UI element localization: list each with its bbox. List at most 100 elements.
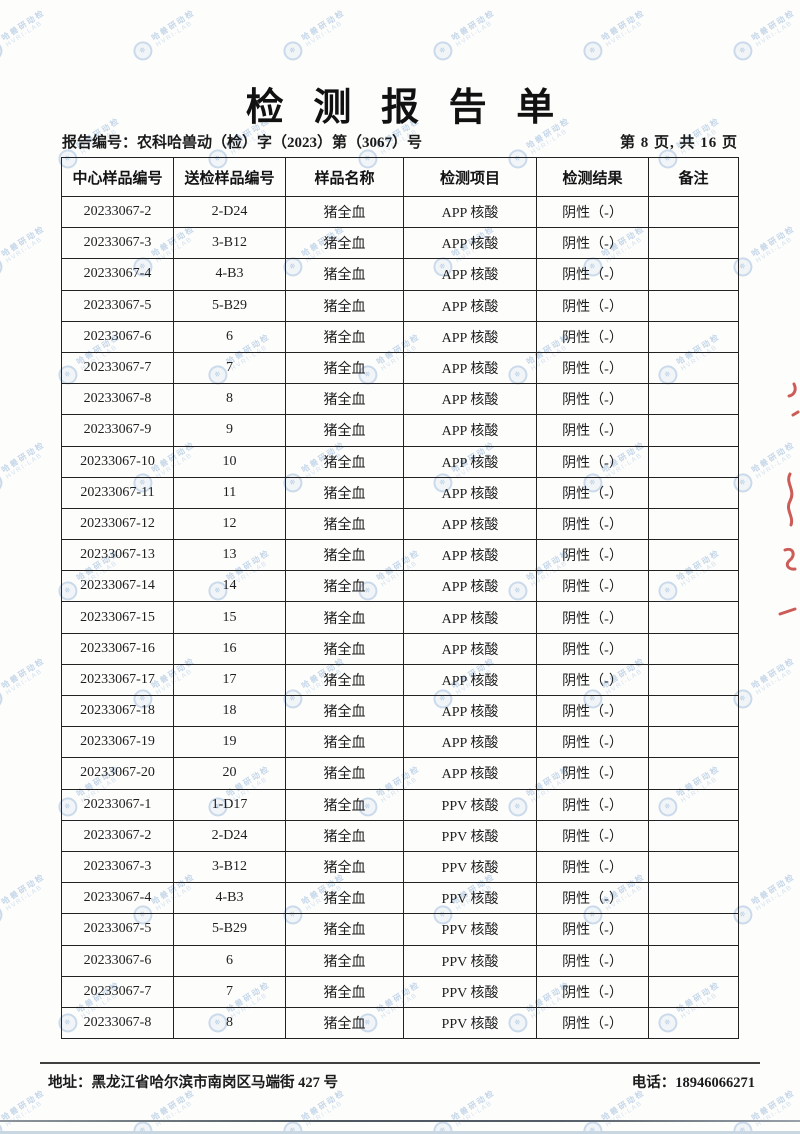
- table-cell: APP 核酸: [403, 726, 537, 759]
- table-cell: 20233067-7: [61, 975, 174, 1008]
- table-cell: 猪全血: [285, 507, 404, 541]
- footer-phone: 电话：18946066271: [631, 1075, 755, 1091]
- table-cell: 19: [173, 726, 286, 759]
- table-row: 20233067-9 9 猪全血 APP 核酸 阴性（-）: [61, 414, 739, 447]
- table-cell: PPV 核酸: [403, 975, 537, 1008]
- table-cell: 5-B29: [173, 289, 286, 322]
- table-cell: 20233067-2: [61, 819, 174, 852]
- table-cell: APP 核酸: [403, 351, 537, 385]
- table-header-row: 中心样品编号 送检样品编号 样品名称 检测项目 检测结果 备注: [61, 157, 739, 197]
- table-cell: 猪全血: [285, 819, 404, 852]
- table-cell: 10: [173, 445, 286, 478]
- table-cell: 20: [173, 757, 286, 790]
- table-cell: 11: [173, 476, 286, 509]
- footer-address: 地址：黑龙江省哈尔滨市南岗区马端街 427 号: [48, 1075, 338, 1091]
- table-cell: [648, 507, 739, 541]
- table-cell: 猪全血: [285, 663, 404, 697]
- table-cell: 阴性（-）: [536, 258, 649, 291]
- table-cell: 9: [173, 414, 286, 447]
- table-cell: 阴性（-）: [536, 507, 649, 541]
- table-cell: 20233067-10: [61, 445, 174, 478]
- table-cell: PPV 核酸: [403, 913, 537, 946]
- table-cell: 20233067-20: [61, 757, 174, 790]
- table-cell: [648, 944, 739, 977]
- table-cell: 20233067-4: [61, 258, 174, 291]
- table-row: 20233067-8 8 猪全血 PPV 核酸 阴性（-）: [61, 1006, 739, 1040]
- table-cell: 16: [173, 632, 286, 665]
- table-cell: 1-D17: [173, 788, 286, 821]
- table-row: 20233067-14 14 猪全血 APP 核酸 阴性（-）: [61, 570, 739, 603]
- table-row: 20233067-5 5-B29 猪全血 PPV 核酸 阴性（-）: [61, 913, 739, 946]
- table-cell: 20233067-8: [61, 1006, 174, 1040]
- table-row: 20233067-20 20 猪全血 APP 核酸 阴性（-）: [61, 757, 739, 790]
- table-cell: APP 核酸: [403, 258, 537, 291]
- table-cell: 5-B29: [173, 913, 286, 946]
- table-cell: APP 核酸: [403, 320, 537, 353]
- table-cell: APP 核酸: [403, 694, 537, 728]
- table-cell: 17: [173, 663, 286, 697]
- table-cell: [648, 882, 739, 915]
- table-cell: 4-B3: [173, 258, 286, 291]
- table-row: 20233067-12 12 猪全血 APP 核酸 阴性（-）: [61, 507, 739, 541]
- table-cell: [648, 663, 739, 697]
- table-cell: 2-D24: [173, 195, 286, 229]
- table-cell: 阴性（-）: [536, 788, 649, 821]
- table-cell: 阴性（-）: [536, 476, 649, 509]
- table-cell: 猪全血: [285, 975, 404, 1008]
- table-cell: 20233067-7: [61, 351, 174, 385]
- table-cell: 阴性（-）: [536, 383, 649, 416]
- table-row: 20233067-7 7 猪全血 PPV 核酸 阴性（-）: [61, 975, 739, 1008]
- table-cell: [648, 1006, 739, 1040]
- table-row: 20233067-2 2-D24 猪全血 APP 核酸 阴性（-）: [61, 195, 739, 229]
- table-cell: [648, 975, 739, 1008]
- table-cell: 猪全血: [285, 195, 404, 229]
- table-cell: 6: [173, 944, 286, 977]
- table-row: 20233067-18 18 猪全血 APP 核酸 阴性（-）: [61, 694, 739, 728]
- table-cell: [648, 227, 739, 260]
- table-cell: 猪全血: [285, 726, 404, 759]
- table-cell: 猪全血: [285, 788, 404, 821]
- table-row: 20233067-16 16 猪全血 APP 核酸 阴性（-）: [61, 632, 739, 665]
- table-cell: [648, 694, 739, 728]
- table-cell: APP 核酸: [403, 663, 537, 697]
- table-cell: APP 核酸: [403, 570, 537, 603]
- table-cell: 20233067-5: [61, 913, 174, 946]
- table-cell: 阴性（-）: [536, 944, 649, 977]
- table-cell: 20233067-16: [61, 632, 174, 665]
- table-cell: [648, 258, 739, 291]
- table-cell: 20233067-13: [61, 539, 174, 572]
- table-cell: 7: [173, 351, 286, 385]
- scan-edge-line: [0, 1120, 800, 1122]
- table-cell: 阴性（-）: [536, 227, 649, 260]
- table-cell: PPV 核酸: [403, 1006, 537, 1040]
- table-cell: [648, 320, 739, 353]
- red-stamp-fragment: [778, 382, 800, 616]
- table-cell: 猪全血: [285, 351, 404, 385]
- table-cell: [648, 726, 739, 759]
- table-header-cell: 备注: [648, 157, 739, 197]
- table-row: 20233067-8 8 猪全血 APP 核酸 阴性（-）: [61, 383, 739, 416]
- table-cell: 18: [173, 694, 286, 728]
- table-cell: 阴性（-）: [536, 850, 649, 884]
- table-cell: 2-D24: [173, 819, 286, 852]
- table-row: 20233067-5 5-B29 猪全血 APP 核酸 阴性（-）: [61, 289, 739, 322]
- table-cell: 8: [173, 1006, 286, 1040]
- report-number: 报告编号：农科哈兽动（检）字（2023）第（3067）号: [62, 135, 423, 151]
- table-cell: 猪全血: [285, 882, 404, 915]
- table-cell: [648, 913, 739, 946]
- table-cell: 20233067-12: [61, 507, 174, 541]
- table-cell: 阴性（-）: [536, 195, 649, 229]
- table-cell: 阴性（-）: [536, 819, 649, 852]
- table-cell: 13: [173, 539, 286, 572]
- table-cell: 20233067-1: [61, 788, 174, 821]
- table-row: 20233067-3 3-B12 猪全血 PPV 核酸 阴性（-）: [61, 850, 739, 884]
- table-cell: 20233067-6: [61, 320, 174, 353]
- table-cell: PPV 核酸: [403, 882, 537, 915]
- table-cell: APP 核酸: [403, 289, 537, 322]
- table-row: 20233067-11 11 猪全血 APP 核酸 阴性（-）: [61, 476, 739, 509]
- table-cell: PPV 核酸: [403, 944, 537, 977]
- table-cell: 20233067-17: [61, 663, 174, 697]
- table-row: 20233067-17 17 猪全血 APP 核酸 阴性（-）: [61, 663, 739, 697]
- table-row: 20233067-3 3-B12 猪全血 APP 核酸 阴性（-）: [61, 227, 739, 260]
